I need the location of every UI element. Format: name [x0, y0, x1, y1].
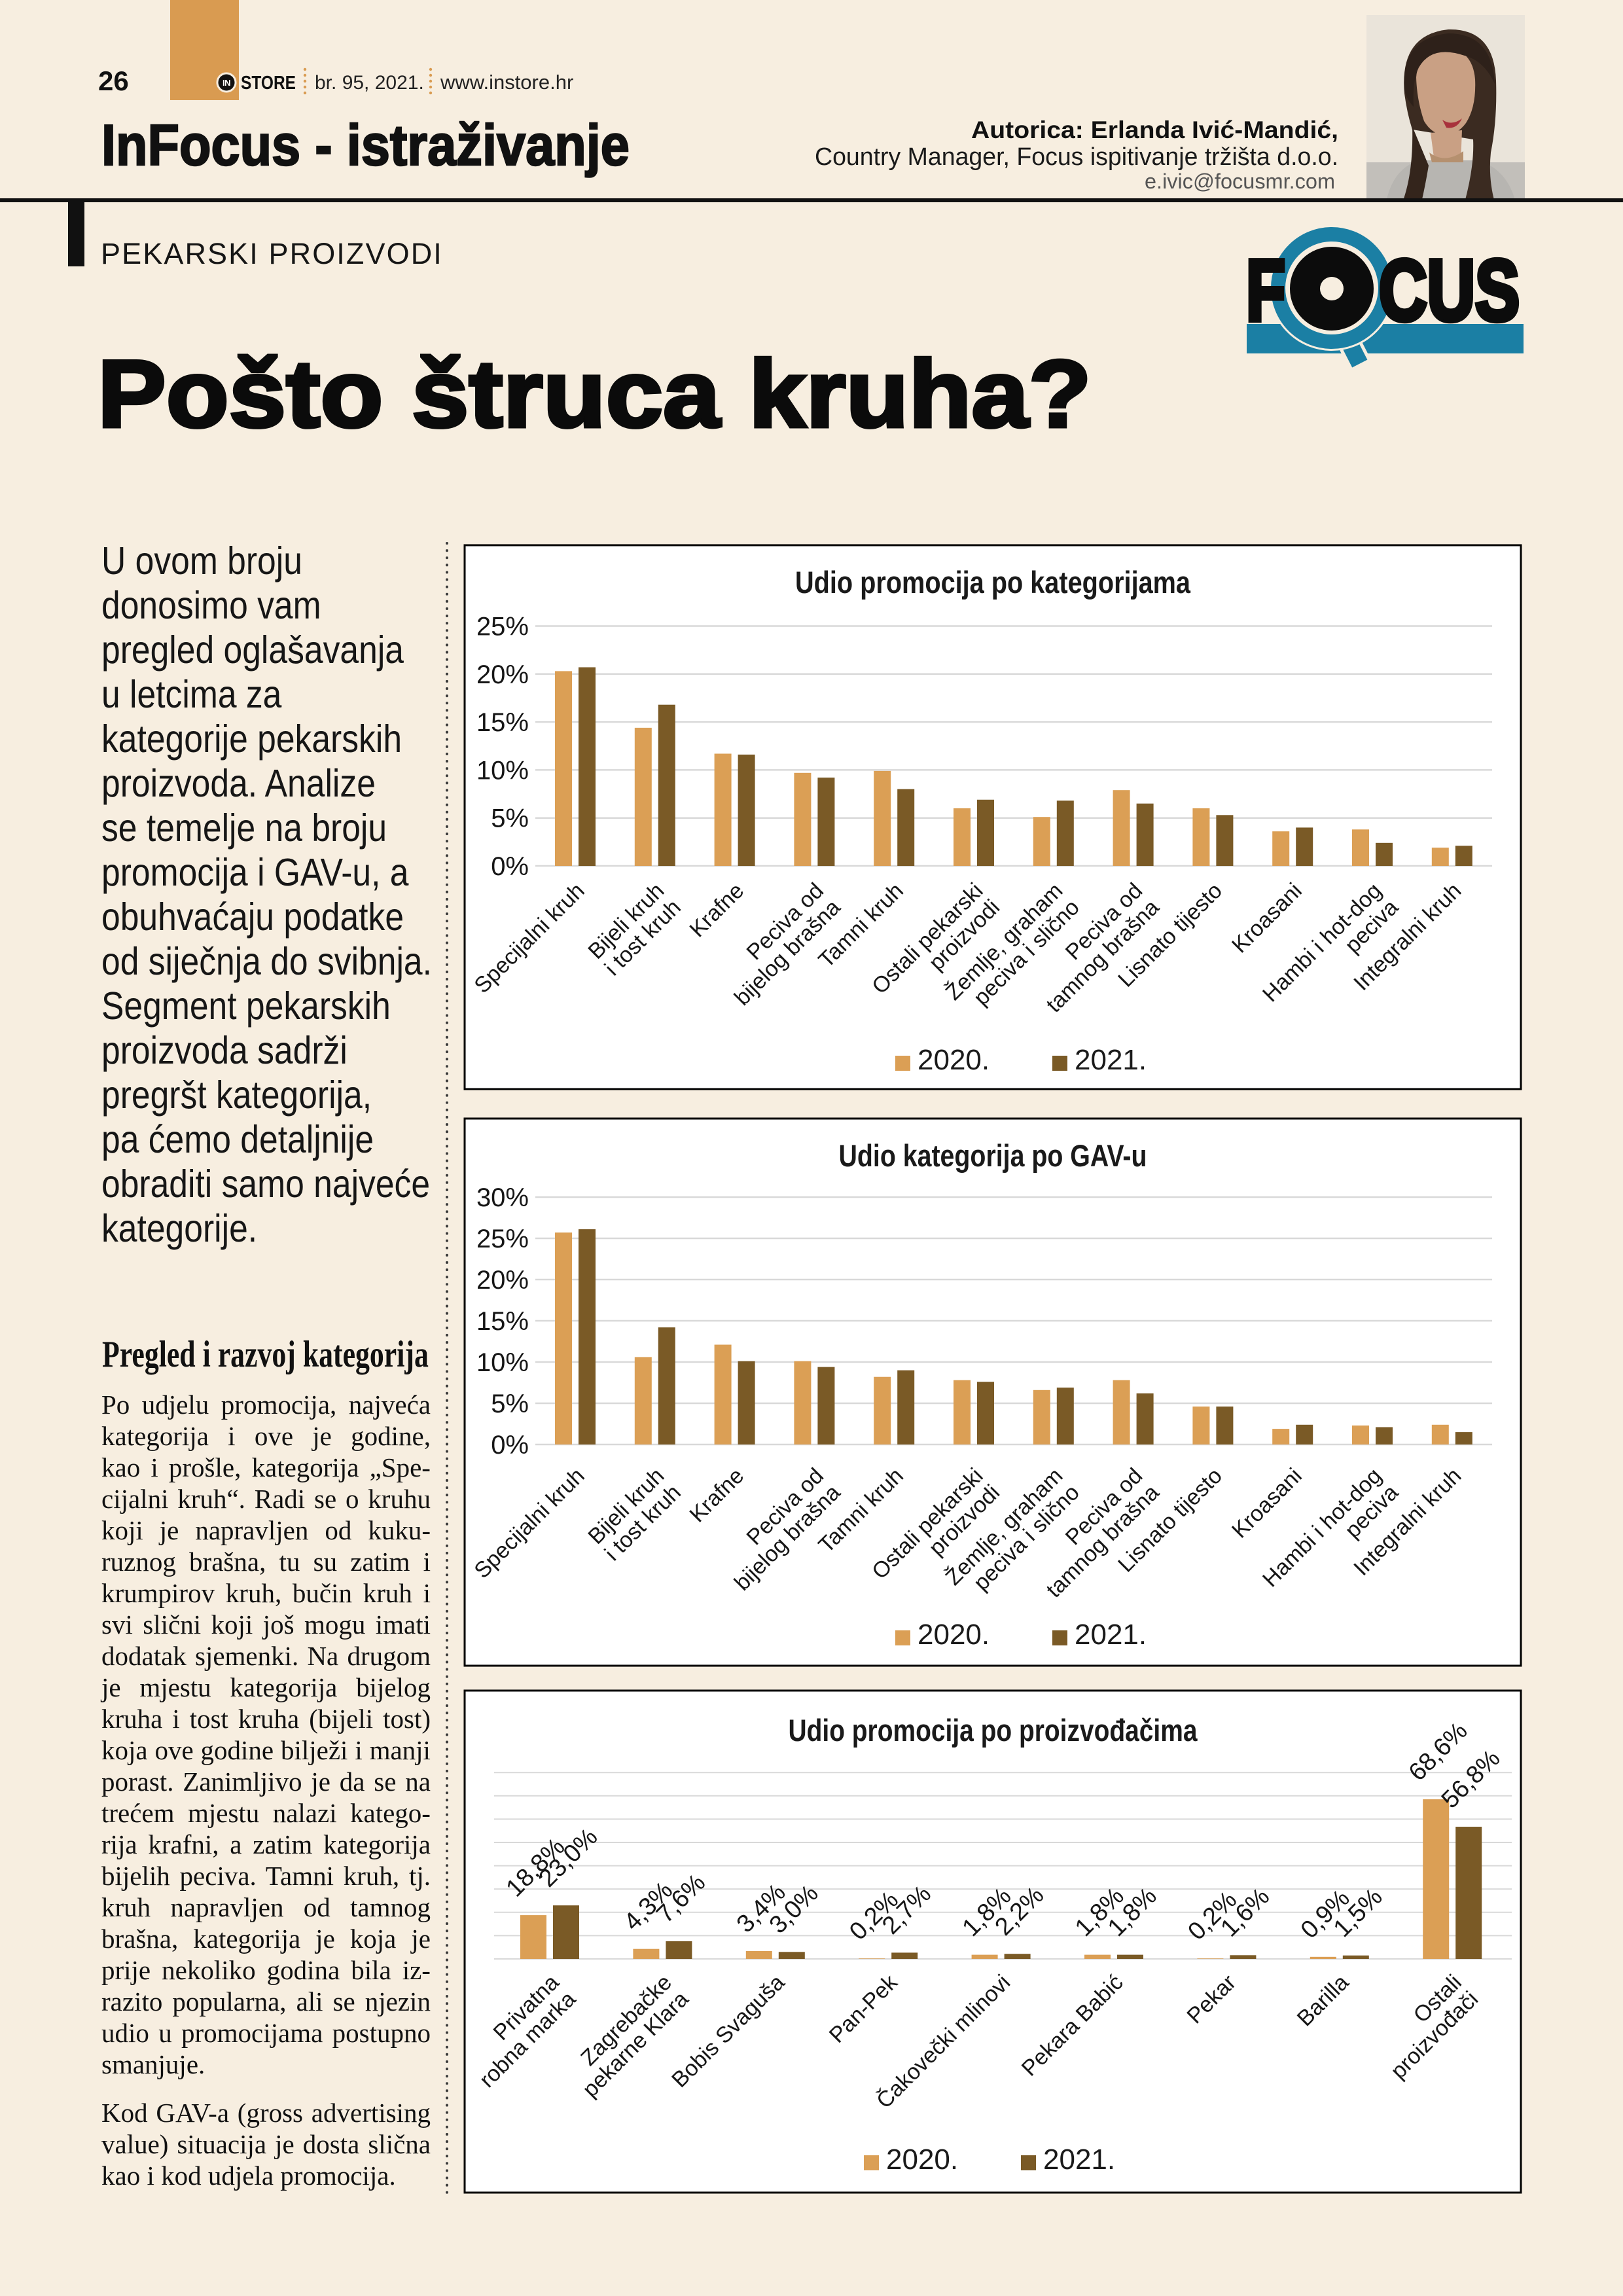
svg-text:15%: 15%	[476, 1307, 529, 1336]
svg-text:2021.: 2021.	[1075, 1619, 1147, 1651]
svg-text:kategorije pekarskih: kategorije pekarskih	[101, 717, 402, 761]
svg-text:cijalni kruh“. Radi se o kruhu: cijalni kruh“. Radi se o kruhu	[101, 1484, 431, 1514]
svg-text:20%: 20%	[476, 1266, 529, 1295]
svg-text:Pošto štruca kruha?: Pošto štruca kruha?	[98, 341, 1092, 448]
svg-text:www.instore.hr: www.instore.hr	[440, 71, 573, 94]
svg-text:26: 26	[98, 65, 129, 96]
svg-text:Pregled i razvoj kategorija: Pregled i razvoj kategorija	[102, 1334, 429, 1375]
svg-text:koji je napravljen od kuku-: koji je napravljen od kuku-	[101, 1515, 431, 1545]
svg-text:kao i prošle, kategorija „Spe-: kao i prošle, kategorija „Spe-	[101, 1452, 431, 1482]
svg-text:svi slični koji još mogu imati: svi slični koji još mogu imati	[101, 1609, 431, 1640]
svg-text:5%: 5%	[491, 804, 529, 833]
svg-text:Udio kategorija po GAV-u: Udio kategorija po GAV-u	[839, 1138, 1147, 1173]
svg-text:20%: 20%	[476, 660, 529, 689]
svg-text:pa ćemo detaljnije: pa ćemo detaljnije	[101, 1118, 374, 1161]
svg-text:kategorije.: kategorije.	[101, 1207, 257, 1250]
svg-text:prije nekoliko godina bila iz-: prije nekoliko godina bila iz-	[101, 1955, 431, 1985]
svg-text:30%: 30%	[476, 1183, 529, 1212]
svg-text:trećem mjestu nalazi katego-: trećem mjestu nalazi katego-	[101, 1798, 431, 1828]
svg-text:2020.: 2020.	[918, 1044, 990, 1076]
svg-text:kao i kod udjela promocija.: kao i kod udjela promocija.	[101, 2161, 396, 2191]
svg-text:smanjuje.: smanjuje.	[101, 2049, 205, 2079]
svg-text:0%: 0%	[491, 852, 529, 881]
svg-text:10%: 10%	[476, 756, 529, 785]
svg-text:kategorija i ove je godine,: kategorija i ove je godine,	[101, 1421, 431, 1451]
svg-text:2020.: 2020.	[886, 2144, 958, 2176]
svg-text:se temelje na broju: se temelje na broju	[101, 806, 387, 850]
svg-text:2021.: 2021.	[1043, 2144, 1115, 2176]
svg-text:obuhvaćaju podatke: obuhvaćaju podatke	[101, 895, 404, 939]
svg-text:rija krafni, a zatim kategorij: rija krafni, a zatim kategorija	[101, 1829, 431, 1859]
svg-text:ruznog brašna, tu su zatim i: ruznog brašna, tu su zatim i	[101, 1547, 431, 1577]
svg-text:Po udjelu promocija, najveća: Po udjelu promocija, najveća	[101, 1390, 431, 1420]
svg-text:u letcima za: u letcima za	[101, 673, 282, 716]
svg-text:PEKARSKI PROIZVODI: PEKARSKI PROIZVODI	[101, 237, 443, 270]
svg-text:brašna, kategorija je koja je: brašna, kategorija je koja je	[101, 1924, 431, 1954]
svg-text:2020.: 2020.	[918, 1619, 990, 1651]
svg-text:STORE: STORE	[241, 73, 296, 94]
svg-text:2021.: 2021.	[1075, 1044, 1147, 1076]
svg-text:0%: 0%	[491, 1431, 529, 1460]
svg-text:25%: 25%	[476, 1225, 529, 1253]
svg-text:donosimo vam: donosimo vam	[101, 584, 321, 627]
svg-text:obraditi samo najveće: obraditi samo najveće	[101, 1162, 430, 1206]
svg-text:Udio promocija po kategorijama: Udio promocija po kategorijama	[795, 565, 1191, 600]
svg-text:IN: IN	[223, 78, 230, 88]
svg-text:razito popularna, ali se njezi: razito popularna, ali se njezin	[101, 1986, 431, 2017]
svg-text:kruha i tost kruha (bijeli tos: kruha i tost kruha (bijeli tost)	[101, 1704, 431, 1734]
svg-text:promocija i GAV-u, a: promocija i GAV-u, a	[101, 851, 409, 894]
svg-text:od siječnja do svibnja.: od siječnja do svibnja.	[101, 940, 432, 983]
svg-text:Kod GAV-a (gross advertising: Kod GAV-a (gross advertising	[101, 2098, 431, 2128]
svg-text:Segment pekarskih: Segment pekarskih	[101, 984, 391, 1028]
svg-text:e.ivic@focusmr.com: e.ivic@focusmr.com	[1145, 170, 1335, 193]
svg-text:CUS: CUS	[1379, 242, 1520, 338]
svg-text:U ovom broju: U ovom broju	[101, 539, 302, 583]
svg-text:25%: 25%	[476, 613, 529, 641]
svg-text:pregled oglašavanja: pregled oglašavanja	[101, 628, 404, 672]
svg-text:koja ove godine bilježi i manj: koja ove godine bilježi i manji	[101, 1735, 431, 1765]
svg-text:InFocus - istraživanje: InFocus - istraživanje	[101, 113, 630, 177]
svg-text:value) situacija je dosta slič: value) situacija je dosta slična	[101, 2129, 431, 2159]
svg-text:je mjestu kategorija bijelog: je mjestu kategorija bijelog	[100, 1672, 431, 1702]
svg-text:bijelih peciva. Tamni kruh, tj: bijelih peciva. Tamni kruh, tj.	[101, 1861, 431, 1891]
svg-text:5%: 5%	[491, 1390, 529, 1418]
svg-text:dodatak sjemenki. Na drugom: dodatak sjemenki. Na drugom	[101, 1641, 431, 1671]
svg-text:krumpirov kruh, bučin kruh i: krumpirov kruh, bučin kruh i	[101, 1578, 431, 1608]
svg-text:porast. Zanimljivo je da se na: porast. Zanimljivo je da se na	[101, 1767, 431, 1797]
svg-text:proizvoda. Analize: proizvoda. Analize	[101, 762, 376, 805]
svg-text:pregršt kategorija,: pregršt kategorija,	[101, 1073, 372, 1117]
svg-text:15%: 15%	[476, 708, 529, 737]
svg-text:Country Manager, Focus ispitiv: Country Manager, Focus ispitivanje tržiš…	[815, 143, 1338, 171]
svg-text:F: F	[1246, 242, 1285, 338]
svg-text:10%: 10%	[476, 1348, 529, 1377]
svg-text:proizvoda sadrži: proizvoda sadrži	[101, 1029, 348, 1072]
svg-text:kruh napravljen od tamnog: kruh napravljen od tamnog	[101, 1892, 431, 1922]
svg-text:br. 95, 2021.: br. 95, 2021.	[315, 72, 424, 94]
svg-text:udio u promocijama postupno: udio u promocijama postupno	[101, 2018, 431, 2048]
svg-text:Autorica: Erlanda Ivić-Mandić,: Autorica: Erlanda Ivić-Mandić,	[971, 117, 1338, 143]
svg-text:Udio promocija po proizvođačim: Udio promocija po proizvođačima	[789, 1713, 1198, 1748]
